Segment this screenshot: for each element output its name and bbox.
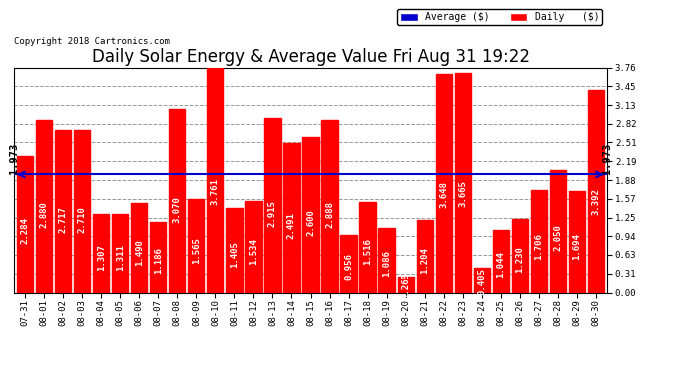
- Text: 2.888: 2.888: [325, 201, 334, 228]
- Bar: [55, 130, 71, 292]
- Text: 2.880: 2.880: [40, 201, 49, 228]
- Text: 2.284: 2.284: [21, 217, 30, 244]
- Bar: [246, 201, 262, 292]
- Text: 1.694: 1.694: [572, 234, 581, 260]
- Text: 1.044: 1.044: [496, 251, 505, 278]
- Bar: [93, 214, 110, 292]
- Text: 2.600: 2.600: [306, 209, 315, 236]
- Text: 1.706: 1.706: [534, 233, 543, 260]
- Text: Copyright 2018 Cartronics.com: Copyright 2018 Cartronics.com: [14, 38, 170, 46]
- Text: 2.915: 2.915: [268, 201, 277, 228]
- Bar: [150, 222, 166, 292]
- Bar: [511, 219, 528, 292]
- Text: 0.405: 0.405: [477, 268, 486, 295]
- Bar: [397, 277, 414, 292]
- Bar: [340, 235, 357, 292]
- Text: 1.405: 1.405: [230, 241, 239, 268]
- Text: 1.186: 1.186: [154, 247, 163, 274]
- Text: 0.956: 0.956: [344, 254, 353, 280]
- Text: 3.648: 3.648: [439, 181, 448, 208]
- Bar: [264, 118, 281, 292]
- Bar: [75, 130, 90, 292]
- Text: 2.710: 2.710: [78, 206, 87, 233]
- Bar: [417, 220, 433, 292]
- Text: 1.307: 1.307: [97, 244, 106, 271]
- Text: 1.973: 1.973: [9, 143, 19, 174]
- Bar: [207, 68, 224, 292]
- Bar: [493, 230, 509, 292]
- Bar: [379, 228, 395, 292]
- Text: 1.973: 1.973: [602, 143, 612, 174]
- Bar: [36, 120, 52, 292]
- Bar: [17, 156, 33, 292]
- Bar: [169, 109, 186, 292]
- Bar: [112, 214, 128, 292]
- Bar: [550, 170, 566, 292]
- Text: 3.392: 3.392: [591, 188, 600, 214]
- Bar: [131, 203, 148, 292]
- Bar: [302, 137, 319, 292]
- Bar: [531, 190, 546, 292]
- Text: 1.230: 1.230: [515, 246, 524, 273]
- Text: 1.086: 1.086: [382, 250, 391, 277]
- Text: 1.565: 1.565: [192, 237, 201, 264]
- Bar: [473, 268, 490, 292]
- Bar: [569, 191, 585, 292]
- Text: 3.665: 3.665: [458, 180, 467, 207]
- Bar: [322, 120, 337, 292]
- Text: 1.204: 1.204: [420, 247, 429, 273]
- Legend: Average ($), Daily   ($): Average ($), Daily ($): [397, 9, 602, 25]
- Text: 2.717: 2.717: [59, 206, 68, 233]
- Text: 1.516: 1.516: [363, 238, 372, 265]
- Bar: [359, 202, 375, 292]
- Text: 1.490: 1.490: [135, 239, 144, 266]
- Bar: [188, 199, 204, 292]
- Title: Daily Solar Energy & Average Value Fri Aug 31 19:22: Daily Solar Energy & Average Value Fri A…: [92, 48, 529, 66]
- Bar: [435, 74, 452, 292]
- Bar: [588, 90, 604, 292]
- Bar: [284, 144, 299, 292]
- Text: 2.050: 2.050: [553, 224, 562, 251]
- Text: 3.070: 3.070: [173, 196, 182, 223]
- Bar: [455, 73, 471, 292]
- Text: 1.534: 1.534: [249, 238, 258, 265]
- Bar: [226, 209, 242, 292]
- Text: 1.311: 1.311: [116, 244, 125, 271]
- Text: 2.491: 2.491: [287, 212, 296, 239]
- Text: 3.761: 3.761: [211, 178, 220, 205]
- Text: 0.265: 0.265: [401, 272, 410, 299]
